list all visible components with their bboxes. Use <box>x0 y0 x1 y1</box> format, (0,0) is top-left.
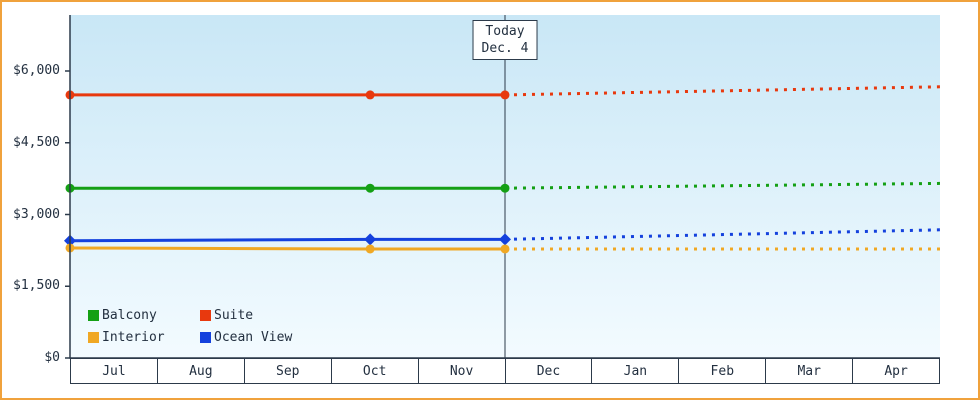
series-balcony <box>65 181 941 193</box>
series-ocean-view-forecast-line <box>504 228 941 241</box>
legend-swatch-icon <box>88 332 99 343</box>
month-label-aug: Aug <box>157 358 245 384</box>
legend-item-suite: Suite <box>200 308 292 323</box>
today-date: Dec. 4 <box>481 41 529 56</box>
series-interior-marker <box>500 244 510 254</box>
series-balcony-marker <box>500 183 510 193</box>
legend-label: Balcony <box>102 308 157 323</box>
y-axis-tick-label: $6,000 <box>13 63 60 78</box>
legend-swatch-icon <box>200 332 211 343</box>
series-ocean-view-marker <box>499 233 511 246</box>
legend-swatch-icon <box>200 310 211 321</box>
legend-item-interior: Interior <box>88 330 200 345</box>
y-axis-tick-label: $3,000 <box>13 206 60 222</box>
legend-label: Suite <box>214 308 254 323</box>
legend: Balcony Suite Interior Ocean View <box>88 308 292 345</box>
month-label-oct: Oct <box>331 358 419 384</box>
month-label-jan: Jan <box>592 358 680 384</box>
x-axis-month-row: Jul Aug Sep Oct Nov Dec Jan Feb Mar Apr <box>70 358 941 384</box>
legend-item-ocean-view: Ocean View <box>200 330 292 345</box>
series-suite <box>65 85 941 100</box>
series-suite-forecast-line <box>504 85 941 97</box>
series-ocean-view-marker <box>364 233 377 246</box>
month-label-sep: Sep <box>244 358 332 384</box>
month-label-dec: Dec <box>505 358 593 384</box>
series-interior-actual-line <box>69 246 505 251</box>
month-label-nov: Nov <box>418 358 506 384</box>
legend-swatch-icon <box>88 310 99 321</box>
legend-item-balcony: Balcony <box>88 308 200 323</box>
series-suite-marker <box>500 90 510 100</box>
legend-label: Interior <box>102 330 165 345</box>
month-label-jul: Jul <box>70 358 158 384</box>
series-suite-marker <box>365 90 375 100</box>
series-balcony-forecast-line <box>504 181 941 190</box>
series-balcony-marker <box>365 183 375 193</box>
y-axis-tick-label: $0 <box>44 350 60 365</box>
month-label-feb: Feb <box>679 358 767 384</box>
month-label-apr: Apr <box>853 358 941 384</box>
series-ocean-view-actual-line <box>69 237 505 243</box>
y-axis-tick-label: $4,500 <box>13 134 60 150</box>
today-annotation-box: Today Dec. 4 <box>472 20 538 60</box>
series-interior-marker <box>365 244 375 254</box>
series-interior <box>65 243 940 254</box>
month-label-mar: Mar <box>766 358 854 384</box>
y-axis-tick-label: $1,500 <box>13 278 60 294</box>
today-label: Today <box>485 24 525 39</box>
legend-label: Ocean View <box>214 330 293 345</box>
